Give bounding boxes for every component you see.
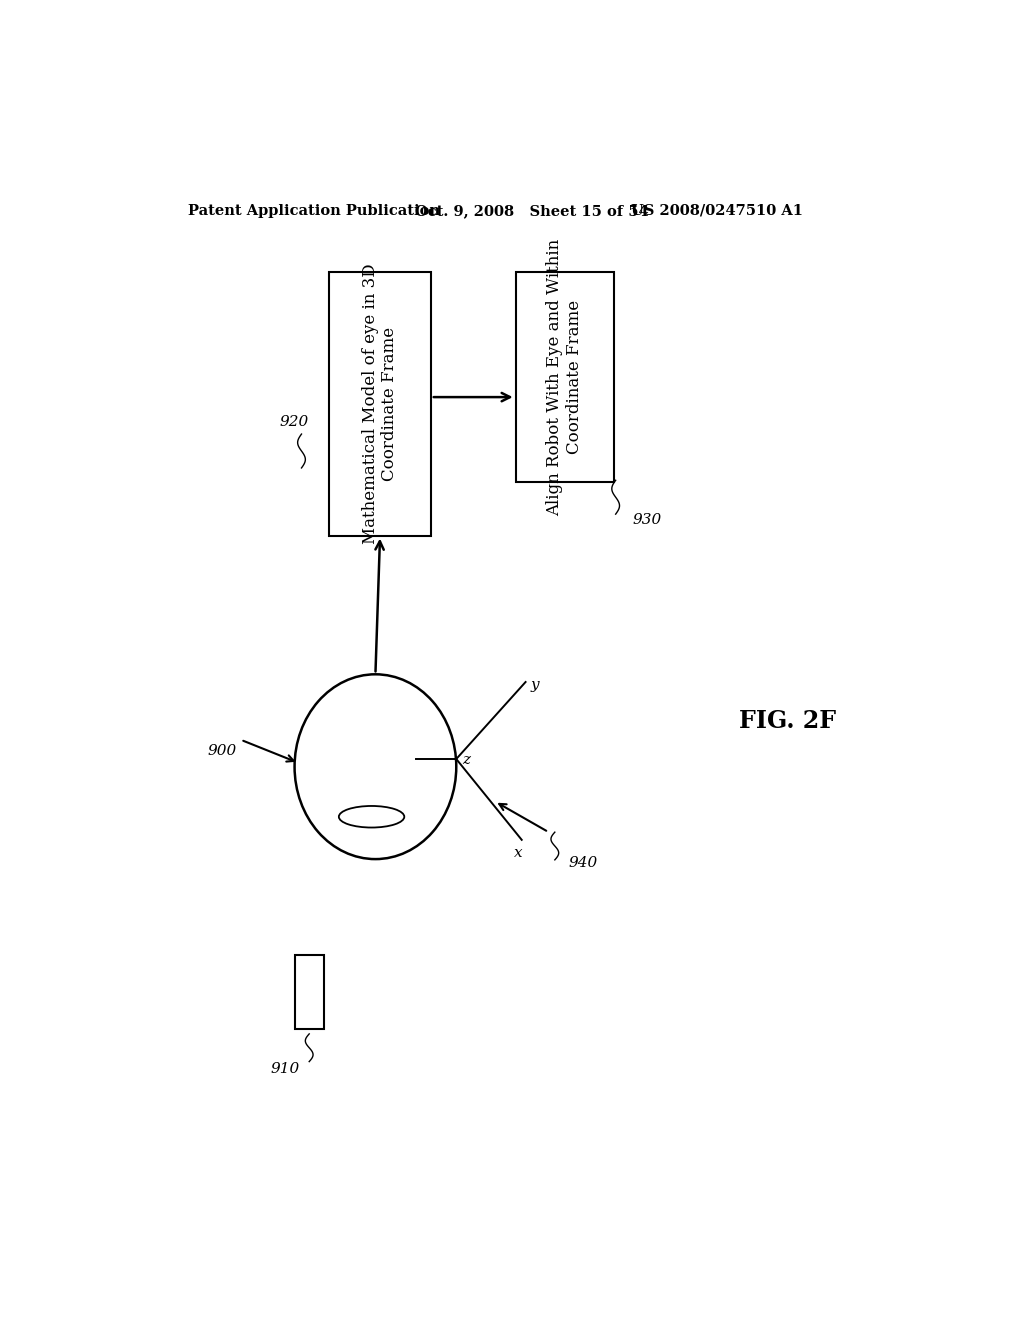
Bar bbox=[295, 956, 324, 1028]
Bar bbox=[515, 272, 614, 482]
Text: Patent Application Publication: Patent Application Publication bbox=[188, 203, 440, 218]
Text: x: x bbox=[514, 846, 522, 861]
Bar bbox=[330, 272, 431, 536]
Text: 910: 910 bbox=[270, 1063, 300, 1076]
Text: Mathematical Model of eye in 3D
Coordinate Frame: Mathematical Model of eye in 3D Coordina… bbox=[361, 264, 398, 544]
Text: 920: 920 bbox=[280, 414, 308, 429]
Text: y: y bbox=[530, 678, 539, 692]
Text: Oct. 9, 2008   Sheet 15 of 54: Oct. 9, 2008 Sheet 15 of 54 bbox=[416, 203, 649, 218]
Text: 900: 900 bbox=[208, 744, 237, 758]
Text: 930: 930 bbox=[633, 513, 662, 527]
Text: 940: 940 bbox=[568, 855, 598, 870]
Text: FIG. 2F: FIG. 2F bbox=[739, 709, 836, 733]
Text: Align Robot With Eye and Within
Coordinate Frame: Align Robot With Eye and Within Coordina… bbox=[547, 239, 583, 516]
Text: US 2008/0247510 A1: US 2008/0247510 A1 bbox=[631, 203, 803, 218]
Text: z: z bbox=[463, 752, 470, 767]
